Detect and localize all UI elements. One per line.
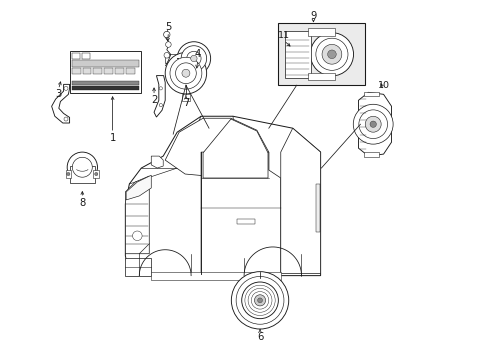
Polygon shape	[201, 152, 280, 274]
Circle shape	[175, 63, 196, 84]
Circle shape	[315, 38, 347, 70]
Bar	[72, 60, 139, 67]
Bar	[82, 68, 91, 73]
Text: 3: 3	[55, 89, 61, 99]
Text: 2: 2	[151, 95, 157, 105]
Circle shape	[327, 50, 336, 59]
Circle shape	[257, 298, 262, 303]
Bar	[284, 31, 310, 78]
Circle shape	[163, 53, 169, 58]
Bar	[307, 28, 334, 36]
Polygon shape	[125, 116, 320, 276]
Text: 9: 9	[309, 11, 316, 21]
Circle shape	[190, 55, 197, 62]
Circle shape	[165, 42, 171, 47]
Circle shape	[64, 86, 68, 90]
Circle shape	[159, 103, 162, 107]
Circle shape	[132, 231, 142, 240]
Circle shape	[352, 104, 392, 144]
Bar	[277, 23, 365, 85]
Circle shape	[369, 121, 376, 127]
Circle shape	[358, 110, 387, 139]
Circle shape	[181, 46, 206, 71]
Bar	[69, 51, 141, 93]
Text: 8: 8	[79, 198, 85, 208]
Text: 6: 6	[256, 332, 263, 342]
Bar	[307, 73, 334, 80]
Circle shape	[159, 87, 162, 90]
Circle shape	[365, 116, 380, 132]
Circle shape	[165, 53, 206, 94]
Text: 11: 11	[277, 31, 289, 40]
Polygon shape	[126, 175, 151, 200]
Circle shape	[236, 276, 284, 324]
Bar	[72, 86, 139, 90]
Circle shape	[64, 117, 68, 121]
Bar	[69, 166, 95, 183]
Polygon shape	[125, 176, 149, 254]
Text: 1: 1	[109, 133, 116, 143]
Bar	[72, 68, 81, 73]
Bar	[72, 54, 80, 59]
Bar	[237, 219, 254, 224]
Polygon shape	[203, 119, 267, 178]
Text: 5: 5	[165, 22, 171, 32]
Polygon shape	[358, 92, 391, 156]
Circle shape	[163, 31, 170, 38]
Bar	[104, 68, 113, 73]
Circle shape	[170, 57, 202, 89]
Circle shape	[67, 152, 97, 183]
Polygon shape	[154, 76, 165, 117]
Bar	[151, 273, 280, 280]
Circle shape	[310, 33, 353, 76]
Circle shape	[72, 157, 92, 177]
Circle shape	[177, 42, 210, 75]
Circle shape	[182, 69, 189, 77]
Bar	[363, 91, 378, 96]
Polygon shape	[315, 184, 319, 232]
Bar	[189, 75, 198, 80]
Circle shape	[322, 44, 341, 64]
Circle shape	[67, 172, 70, 176]
Bar	[165, 54, 178, 63]
Text: 4: 4	[194, 49, 201, 59]
Polygon shape	[151, 156, 163, 168]
Bar	[93, 68, 102, 73]
Bar	[93, 170, 99, 179]
Text: 10: 10	[377, 81, 389, 90]
Bar	[81, 54, 89, 59]
Text: 7: 7	[183, 99, 189, 108]
Polygon shape	[280, 128, 320, 274]
Bar	[182, 94, 189, 101]
Bar	[65, 170, 71, 179]
Circle shape	[254, 295, 265, 306]
Circle shape	[186, 51, 201, 66]
Bar	[72, 81, 139, 85]
Bar	[125, 68, 134, 73]
Bar	[363, 152, 378, 157]
Polygon shape	[124, 258, 151, 276]
Circle shape	[241, 282, 278, 319]
Polygon shape	[52, 84, 69, 123]
Circle shape	[95, 172, 98, 176]
Polygon shape	[165, 118, 268, 178]
Circle shape	[231, 272, 288, 329]
Bar	[115, 68, 123, 73]
